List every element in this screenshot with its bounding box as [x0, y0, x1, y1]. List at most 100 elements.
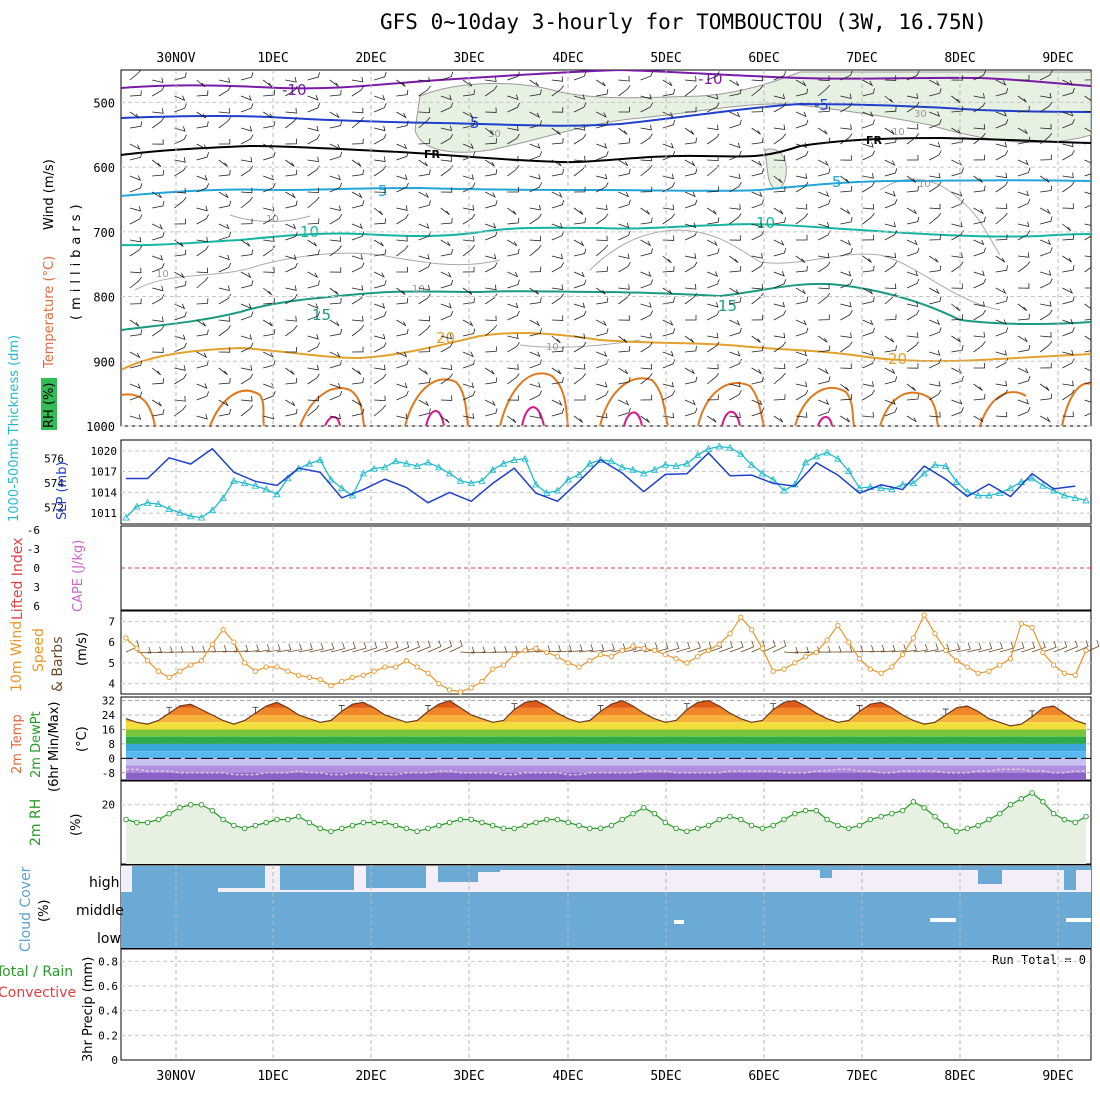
wind10m-barb [406, 640, 421, 653]
wind-barb [396, 151, 409, 161]
upper-air-background [134, 71, 1091, 348]
wind-speed-point [824, 637, 830, 643]
rh-point [641, 804, 647, 811]
wind-barb [174, 72, 187, 81]
wind-barb [929, 411, 941, 418]
upper-ytick-2: 700 [93, 226, 115, 240]
wind-speed-point [565, 660, 571, 666]
wind-barb [1084, 223, 1091, 226]
wind-speed-point [134, 645, 140, 652]
wind-speed-point [339, 678, 345, 685]
rh-point [727, 813, 733, 820]
wind-barb [951, 252, 963, 258]
wind10m-barb [719, 641, 733, 653]
wind-barb [551, 284, 564, 290]
wind-barb [795, 255, 806, 263]
wind-barb [662, 266, 675, 273]
thickness-point [133, 502, 141, 510]
thickness-point [1060, 491, 1069, 499]
wind-barb [529, 79, 540, 87]
wind10m-barb [298, 643, 313, 653]
wind-barb [1084, 350, 1091, 353]
wind-barb [840, 383, 850, 392]
wind-barb [951, 314, 964, 321]
wind-barb [529, 235, 542, 242]
wind-barb [218, 77, 231, 83]
wind-barb [218, 139, 231, 145]
wind-speed-point [500, 662, 507, 668]
wind-barb [507, 310, 520, 321]
wind-barb [928, 181, 942, 193]
wind-barb [462, 266, 475, 273]
wind-barb [640, 279, 653, 289]
wind-barb [396, 174, 408, 181]
wind-barb [707, 71, 720, 81]
wind-barb [773, 239, 785, 246]
thickness-point [942, 462, 950, 470]
wind-barb [351, 367, 362, 375]
wind10m-barb [546, 644, 562, 653]
wind-barb [174, 373, 187, 385]
wind-barb [729, 358, 742, 369]
wind-barb [396, 390, 409, 401]
wind-barb [751, 407, 764, 417]
rh-point [824, 816, 830, 823]
wind-speed-point [328, 683, 334, 689]
lifted-index-tick-2: 0 [33, 562, 40, 575]
wind10m-barb [697, 641, 712, 653]
date-bottom-7: 7DEC [846, 1069, 877, 1084]
wind-barb [595, 244, 609, 257]
wind10m-barb [287, 643, 303, 653]
wind-barb [484, 324, 498, 337]
wind10m-barb [902, 644, 918, 653]
wind-barb [551, 230, 565, 241]
rh-point [338, 825, 345, 832]
wind-barb [1062, 389, 1075, 401]
wind-barb [995, 380, 1008, 387]
ylabel-temp2m: 2m Temp [10, 714, 25, 774]
cloud-detail-5 [1066, 918, 1091, 922]
wind-barb [795, 381, 808, 388]
thickness-point [769, 475, 777, 483]
wind-barb [529, 89, 542, 97]
wind-barb [396, 182, 409, 193]
wind-barb [751, 137, 764, 145]
wind-barb [951, 105, 964, 113]
wind-barb [507, 71, 520, 81]
temp-tick-4: 0 [108, 752, 115, 765]
wind-barb [285, 316, 297, 322]
wind-barb [485, 346, 497, 353]
wind-barb [307, 334, 319, 340]
wind-speed-point [188, 662, 194, 668]
wind-barb [307, 373, 320, 385]
wind-barb [351, 76, 364, 83]
wind10m-barb [373, 641, 388, 653]
wind-barb [285, 107, 297, 114]
wind-barb [462, 297, 475, 305]
wind-barb [884, 367, 896, 375]
wind-barb [218, 231, 232, 241]
wind-barb [618, 345, 631, 353]
wind-barb [951, 127, 962, 135]
wind-barb [374, 303, 386, 309]
temp-max-whisker [856, 705, 863, 712]
wind-barb [707, 93, 719, 100]
thickness-point [165, 505, 173, 512]
wind-barb [573, 248, 587, 257]
wind-barb [507, 271, 519, 278]
wind-barb [884, 376, 898, 385]
wind-barb [551, 408, 565, 417]
thickness-point [262, 485, 270, 493]
wind-barb [729, 390, 742, 401]
temp-tick-1: 24 [102, 709, 116, 722]
wind-barb [529, 351, 541, 358]
wind-barb [462, 328, 476, 337]
wind10m-barb [870, 644, 885, 653]
wind-barb [240, 95, 252, 101]
wind-barb [1040, 362, 1052, 369]
wind-speed-point [759, 645, 766, 652]
wind-barb [285, 169, 298, 177]
wind-barb [818, 314, 830, 321]
rh-point [867, 816, 874, 823]
thickness-point [402, 459, 411, 467]
